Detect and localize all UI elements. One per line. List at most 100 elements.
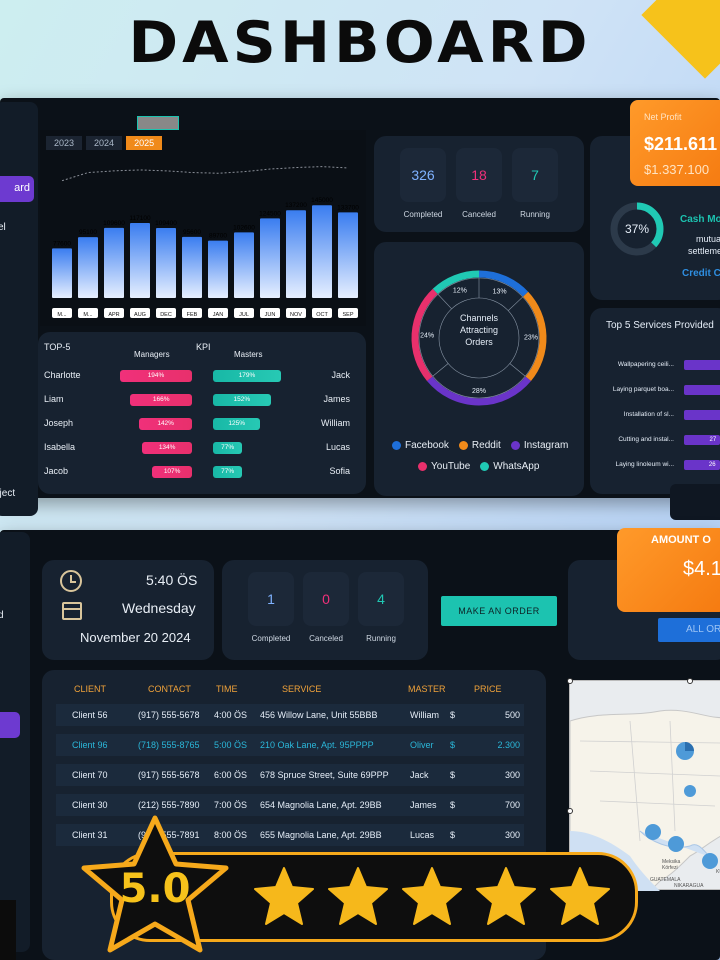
top-dashboard-screenshot: ard el oject 2023 2024 2025 77600 M... 951… xyxy=(0,98,720,520)
month-button[interactable] xyxy=(286,308,306,318)
month-button[interactable] xyxy=(234,308,254,318)
service-cell: 655 Magnolia Lane, Apt. 29BB xyxy=(260,830,382,840)
stat-value: 7 xyxy=(512,148,558,202)
map-marker[interactable] xyxy=(645,824,661,840)
month-button[interactable] xyxy=(312,308,332,318)
credit-link[interactable]: Credit C xyxy=(682,268,720,279)
bar[interactable] xyxy=(104,227,124,298)
month-button[interactable] xyxy=(156,308,176,318)
month-button[interactable] xyxy=(130,308,150,318)
bar[interactable] xyxy=(156,227,176,298)
bar-chart-card: 2023 2024 2025 77600 M... 95100 M... 109600 A… xyxy=(40,116,366,326)
map-marker[interactable] xyxy=(676,742,694,760)
sidebar-active-button[interactable] xyxy=(0,712,20,738)
star-icon xyxy=(328,867,388,925)
channels-legend: Facebook Reddit Instagram YouTube WhatsApp xyxy=(392,440,582,472)
orders-stats-card: 1 Completed 0 Canceled 4 Running xyxy=(222,560,428,660)
sidebar-text: el xyxy=(0,222,6,233)
table-row[interactable]: Client 96 (718) 555-8765 5:00 ÖS 210 Oak La… xyxy=(56,734,524,756)
bar-value-label: 137200 xyxy=(285,202,307,209)
map-marker[interactable] xyxy=(684,785,696,797)
selection-handle[interactable] xyxy=(137,116,179,130)
legend-label: Instagram xyxy=(523,440,569,451)
cash-percent: 37% xyxy=(624,222,650,236)
month-button[interactable] xyxy=(338,308,358,318)
cash-line: settleme xyxy=(688,246,720,256)
year-tab[interactable]: 2024 xyxy=(86,136,123,150)
year-tabs: 2023 2024 2025 xyxy=(46,136,163,150)
master-kpi-bar: 77% xyxy=(213,466,243,478)
bar[interactable] xyxy=(286,210,306,298)
resize-handle[interactable] xyxy=(687,678,693,684)
bar[interactable] xyxy=(260,218,280,298)
month-label: FEB xyxy=(187,312,198,318)
cash-progress-ring xyxy=(610,202,664,256)
master-cell: James xyxy=(410,800,437,810)
bar[interactable] xyxy=(312,205,332,298)
cash-line: mutua xyxy=(696,234,720,244)
stat-value: 0 xyxy=(303,572,349,626)
donut-slice[interactable] xyxy=(432,270,480,294)
slice-divider xyxy=(437,294,452,310)
month-button[interactable] xyxy=(104,308,124,318)
make-order-button[interactable]: MAKE AN ORDER xyxy=(441,596,557,626)
master-kpi-bar: 77% xyxy=(213,442,243,454)
legend-dot xyxy=(392,441,401,450)
month-button[interactable] xyxy=(52,308,72,318)
bar[interactable] xyxy=(208,240,228,298)
all-orders-button[interactable]: ALL OR xyxy=(658,618,720,642)
sidebar-active-button[interactable]: ard xyxy=(0,176,34,202)
resize-handle[interactable] xyxy=(567,808,573,814)
legend-dot xyxy=(458,441,468,450)
table-header[interactable]: MASTER xyxy=(408,684,446,694)
donut-slice[interactable] xyxy=(426,376,532,406)
table-header[interactable]: PRICE xyxy=(474,684,502,694)
table-header[interactable]: CLIENT xyxy=(74,684,107,694)
month-button[interactable] xyxy=(208,308,228,318)
month-button[interactable] xyxy=(182,308,202,318)
star-icon xyxy=(476,867,536,925)
bar[interactable] xyxy=(338,212,358,298)
donut-slice[interactable] xyxy=(478,270,529,297)
bar[interactable] xyxy=(130,223,150,298)
star-icon xyxy=(254,867,314,925)
table-header[interactable]: SERVICE xyxy=(282,684,322,694)
currency-cell: $ xyxy=(450,800,456,810)
table-row[interactable]: Client 56 (917) 555-5678 4:00 ÖS 456 Willow… xyxy=(56,704,524,726)
year-tab-active[interactable]: 2025 xyxy=(126,136,163,150)
donut-slice[interactable] xyxy=(411,288,438,382)
resize-handle[interactable] xyxy=(567,678,573,684)
month-button[interactable] xyxy=(78,308,98,318)
month-label: SEP xyxy=(342,312,353,318)
monthly-bar-chart: 77600 M... 95100 M... 109600 APR 117100 AUG 1094… xyxy=(52,166,359,318)
table-row[interactable]: Client 30 (212) 555-7890 7:00 ÖS 654 Magnol… xyxy=(56,794,524,816)
month-button[interactable] xyxy=(260,308,280,318)
sidebar: ard el oject xyxy=(0,102,38,516)
table-row[interactable]: Client 31 (917) 555-7891 8:00 ÖS 655 Magnol… xyxy=(56,824,524,846)
client-cell: Client 96 xyxy=(72,740,108,750)
stat-label: Running xyxy=(366,634,396,643)
table-header[interactable]: TIME xyxy=(216,684,238,694)
bar-value-label: 102600 xyxy=(233,224,255,231)
sidebar-text: oject xyxy=(0,488,16,499)
clock-icon xyxy=(60,570,82,592)
donut-slice[interactable] xyxy=(523,291,547,382)
bar[interactable] xyxy=(78,237,98,298)
map-marker[interactable] xyxy=(702,853,718,869)
slice-label: 23% xyxy=(524,334,538,341)
orders-stats-card: 326 Completed 18 Canceled 7 Running xyxy=(374,136,584,232)
legend-dot xyxy=(480,462,490,471)
service-label: Laying parquet boa... xyxy=(612,386,674,393)
bar[interactable] xyxy=(182,236,202,298)
table-header[interactable]: CONTACT xyxy=(148,684,191,694)
year-tab[interactable]: 2023 xyxy=(46,136,83,150)
bar[interactable] xyxy=(52,248,72,298)
bar[interactable] xyxy=(234,232,254,298)
legend-item: WhatsApp xyxy=(480,461,539,472)
map-marker[interactable] xyxy=(668,836,684,852)
bar-value-label: 89700 xyxy=(209,233,227,240)
table-row[interactable]: Client 70 (917) 555-5678 6:00 ÖS 678 Spruce… xyxy=(56,764,524,786)
legend-label: Reddit xyxy=(471,440,501,451)
time-cell: 5:00 ÖS xyxy=(214,740,248,750)
master-name: Lucas xyxy=(325,442,350,452)
